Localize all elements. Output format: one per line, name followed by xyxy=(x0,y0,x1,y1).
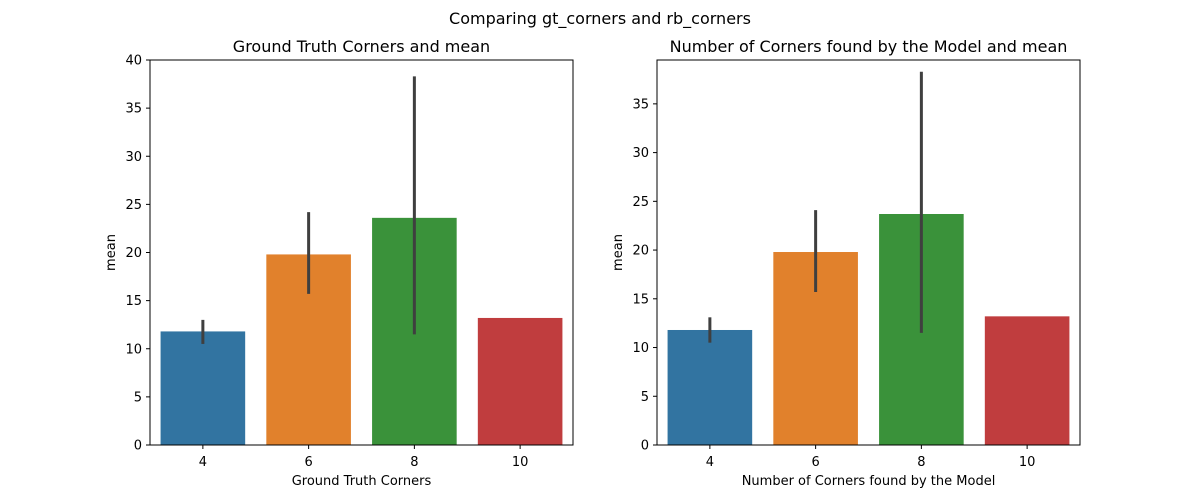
chart1-ytick-label: 5 xyxy=(134,390,142,405)
chart1-ytick-label: 30 xyxy=(125,150,142,165)
chart2-xtick-label: 10 xyxy=(1019,455,1036,470)
chart1-ytick-label: 0 xyxy=(134,439,142,454)
left-chart: 0 5 10 15 20 25 30 35 40 4 6 8 10 Ground Truth Corner… xyxy=(104,37,574,489)
chart1-xtick-label: 10 xyxy=(512,455,529,470)
chart1-ytick-label: 40 xyxy=(125,54,142,69)
chart2-bar-10 xyxy=(984,316,1070,445)
chart2-ytick-label: 20 xyxy=(632,244,649,259)
chart2-ytick-label: 15 xyxy=(632,292,649,307)
chart1-bar-4 xyxy=(160,331,246,445)
chart1-ylabel: mean xyxy=(104,234,119,271)
chart2-axes-frame xyxy=(656,59,1081,446)
chart2-ytick-label: 0 xyxy=(641,439,649,454)
chart1-ytick-label: 15 xyxy=(125,294,142,309)
chart2-ytick-label: 5 xyxy=(641,390,649,405)
chart1-ytick-label: 25 xyxy=(125,198,142,213)
chart1-xtick-label: 6 xyxy=(304,455,312,470)
chart1-xtick-label: 8 xyxy=(410,455,418,470)
chart2-ylabel: mean xyxy=(611,234,626,271)
chart2-ytick-label: 30 xyxy=(632,146,649,161)
chart2-xtick-label: 4 xyxy=(706,455,714,470)
figure-suptitle: Comparing gt_corners and rb_corners xyxy=(449,9,751,29)
chart1-xtick-label: 4 xyxy=(199,455,207,470)
chart2-bar-4 xyxy=(667,329,753,445)
right-chart: 0 5 10 15 20 25 30 35 4 6 8 10 Number of Corners fou… xyxy=(611,37,1081,489)
chart2-title: Number of Corners found by the Model and… xyxy=(670,37,1068,56)
chart2-xtick-label: 6 xyxy=(811,455,819,470)
chart2-xtick-label: 8 xyxy=(917,455,925,470)
chart1-ytick-label: 10 xyxy=(125,342,142,357)
chart1-xlabel: Ground Truth Corners xyxy=(292,474,432,489)
chart2-ytick-label: 10 xyxy=(632,341,649,356)
chart1-ytick-label: 20 xyxy=(125,246,142,261)
chart2-ytick-label: 35 xyxy=(632,97,649,112)
chart2-xlabel: Number of Corners found by the Model xyxy=(742,474,996,489)
chart2-ytick-label: 25 xyxy=(632,195,649,210)
chart1-bar-10 xyxy=(477,317,563,445)
chart1-title: Ground Truth Corners and mean xyxy=(233,37,490,56)
chart1-ytick-label: 35 xyxy=(125,102,142,117)
